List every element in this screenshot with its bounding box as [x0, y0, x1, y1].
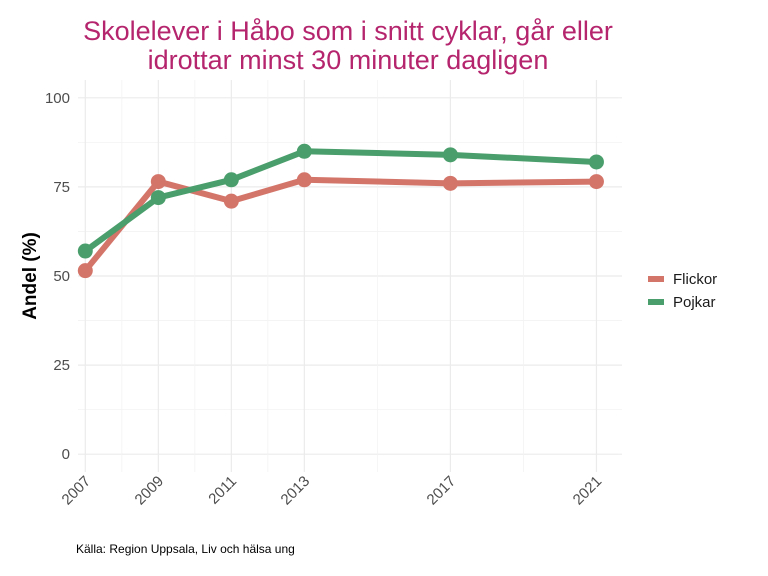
- data-point-pojkar: [77, 243, 93, 259]
- x-tick-label: 2007: [59, 473, 95, 509]
- chart-title-line: Skolelever i Håbo som i snitt cyklar, gå…: [83, 16, 613, 46]
- series-layer: [77, 143, 604, 279]
- chart-title-line: idrottar minst 30 minuter dagligen: [148, 45, 549, 75]
- x-tick-label: 2009: [132, 473, 168, 509]
- data-point-flickor: [588, 174, 604, 190]
- legend: Flickor Pojkar: [648, 271, 717, 311]
- x-axis-ticks: 2007 2009 2011 2013 2017 2021: [59, 473, 606, 509]
- data-point-flickor: [150, 174, 166, 190]
- x-tick-label: 2021: [570, 473, 606, 509]
- legend-label-flickor: Flickor: [673, 271, 717, 288]
- data-point-pojkar: [150, 190, 166, 206]
- y-axis-ticks: 0 25 50 75 100: [45, 90, 70, 463]
- grid: [78, 80, 622, 472]
- data-point-flickor: [296, 172, 312, 188]
- data-point-flickor: [77, 263, 93, 279]
- y-tick-label: 50: [53, 268, 70, 285]
- chart-title: Skolelever i Håbo som i snitt cyklar, gå…: [83, 16, 613, 75]
- y-axis-label: Andel (%): [20, 232, 41, 320]
- legend-label-pojkar: Pojkar: [673, 294, 716, 311]
- data-point-pojkar: [296, 143, 312, 159]
- x-tick-label: 2017: [424, 473, 460, 509]
- data-point-pojkar: [223, 172, 239, 188]
- y-tick-label: 100: [45, 90, 70, 107]
- x-tick-label: 2011: [205, 473, 240, 508]
- series-line-pojkar: [82, 148, 600, 255]
- data-point-pojkar: [588, 154, 604, 170]
- data-point-flickor: [223, 193, 239, 209]
- y-tick-label: 75: [53, 179, 70, 196]
- x-tick-label: 2013: [278, 473, 314, 509]
- y-tick-label: 25: [53, 357, 70, 374]
- series-line-flickor: [82, 176, 600, 274]
- caption: Källa: Region Uppsala, Liv och hälsa ung: [76, 542, 295, 556]
- data-point-pojkar: [442, 147, 458, 163]
- y-tick-label: 0: [62, 446, 70, 463]
- data-point-flickor: [442, 175, 458, 191]
